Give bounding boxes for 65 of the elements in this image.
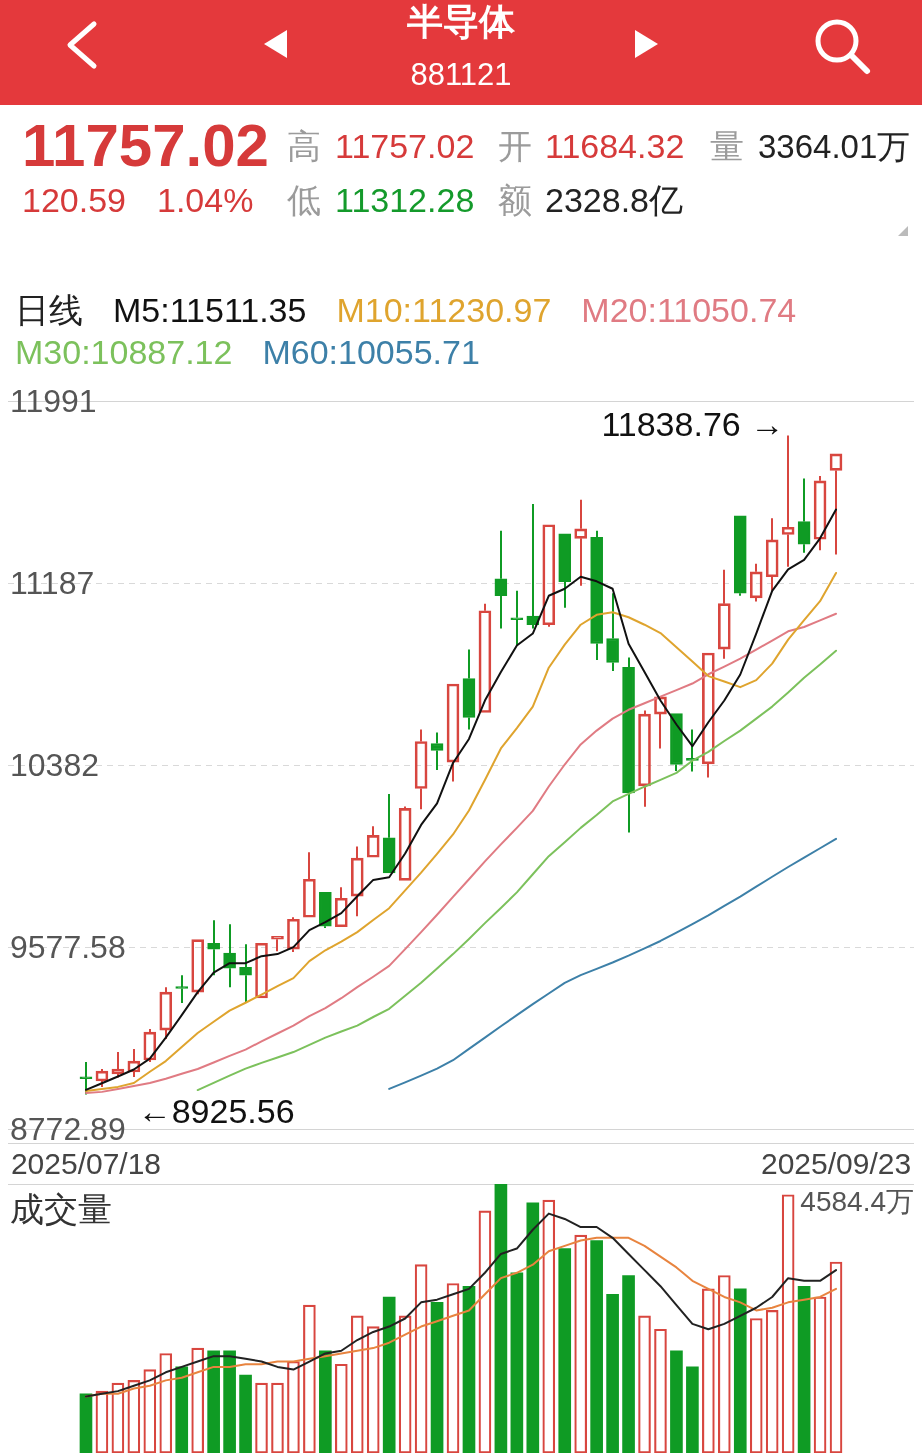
chart-title: 半导体 — [407, 1, 515, 42]
bar — [797, 1285, 811, 1453]
y-tick-label: 8772.89 — [10, 1111, 126, 1148]
text: 3364.01万 — [758, 127, 911, 165]
text: 11757.02 — [335, 127, 475, 165]
text: M30:10887.12 — [15, 333, 233, 371]
bar — [622, 1275, 635, 1453]
y-tick-label: 11187 — [10, 565, 95, 602]
bar — [319, 1350, 332, 1453]
text: 11757.02 — [22, 112, 269, 179]
bar — [733, 1288, 747, 1453]
text: 高 — [287, 127, 321, 165]
candlestick — [382, 792, 396, 874]
y-tick-label: 9577.58 — [10, 929, 126, 966]
text: M20:11050.74 — [581, 291, 797, 329]
x-tick-label: 2025/09/23 — [760, 1146, 912, 1180]
text: 2328.8亿 — [545, 181, 683, 219]
bar — [207, 1350, 220, 1453]
chart-title: 成交量 — [10, 1190, 112, 1228]
bar — [526, 1202, 540, 1453]
bar — [430, 1302, 444, 1453]
candlestick — [430, 731, 444, 771]
candlestick — [239, 943, 252, 1004]
text: 120.59 — [22, 181, 126, 219]
y-tick-label: 10382 — [10, 747, 99, 784]
legend-title: 日线 — [15, 291, 83, 329]
candlestick — [606, 592, 619, 673]
candlestick — [526, 502, 540, 630]
candlestick — [462, 648, 476, 731]
annotation: ←8925.56 — [137, 1091, 295, 1130]
x-tick-label: 2025/07/18 — [10, 1146, 162, 1180]
bar — [175, 1366, 189, 1453]
y-tick-label: 11991 — [10, 383, 97, 420]
candlestick — [175, 974, 189, 1004]
text: 11312.28 — [335, 181, 475, 219]
bar — [382, 1296, 396, 1453]
text: 额 — [498, 181, 532, 219]
candlestick — [670, 713, 683, 773]
bar — [606, 1293, 619, 1453]
text: M60:10055.71 — [262, 333, 480, 371]
candlestick — [622, 656, 635, 834]
bar — [590, 1240, 603, 1453]
bar — [462, 1285, 476, 1453]
text: 1.04% — [157, 181, 254, 219]
text: M5:11511.35 — [113, 291, 307, 329]
bar — [510, 1272, 524, 1453]
bar — [79, 1393, 93, 1453]
text: 11684.32 — [545, 127, 685, 165]
text: 开 — [498, 127, 532, 165]
bar — [494, 1184, 508, 1453]
bar — [558, 1248, 572, 1453]
bar — [223, 1350, 236, 1453]
text: M10:11230.97 — [336, 291, 552, 329]
candlestick — [558, 533, 572, 609]
text: 低 — [287, 181, 321, 219]
bar — [686, 1366, 699, 1453]
candlestick — [797, 477, 811, 554]
bar — [239, 1374, 252, 1453]
bar — [670, 1350, 683, 1453]
candlestick — [510, 589, 524, 647]
text: 量 — [710, 127, 744, 165]
chart-subtitle: 881121 — [410, 57, 512, 92]
annotation: 11838.76 → — [601, 404, 785, 443]
annotation: 4584.4万 — [800, 1186, 914, 1217]
candlestick — [590, 529, 603, 662]
